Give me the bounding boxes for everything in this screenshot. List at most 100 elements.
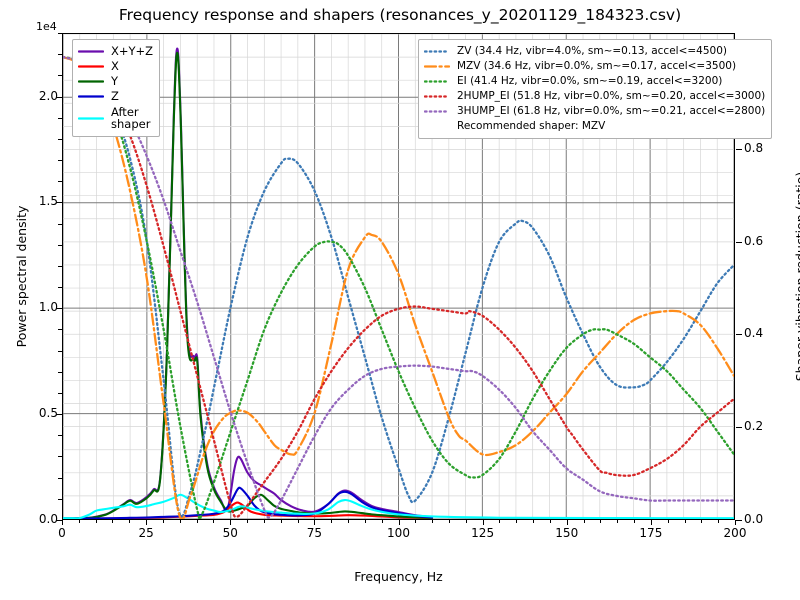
x-minor-tick-mark bbox=[533, 520, 535, 523]
y-minor-tick-mark-left bbox=[58, 75, 62, 77]
page-title: Frequency response and shapers (resonanc… bbox=[118, 6, 682, 24]
legend-swatch-line-icon bbox=[78, 76, 104, 87]
y-minor-tick-mark-left bbox=[58, 265, 62, 267]
legend-item-ei: EI (41.4 Hz, vibr=0.0%, sm~=0.19, accel<… bbox=[424, 74, 765, 89]
legend-item-z: Z bbox=[78, 89, 153, 104]
y-minor-tick-mark-left bbox=[58, 456, 62, 458]
x-minor-tick-mark bbox=[280, 520, 282, 523]
series-ei bbox=[63, 55, 734, 519]
x-tick-mark bbox=[650, 520, 652, 525]
x-minor-tick-mark bbox=[667, 520, 669, 523]
y-minor-tick-mark-left bbox=[58, 287, 62, 289]
x-tick-mark bbox=[314, 520, 316, 525]
y-tick-left-2: 1.0 bbox=[38, 300, 58, 315]
y-minor-tick-mark-left bbox=[58, 498, 62, 500]
y-axis-left-label: Power spectral density bbox=[14, 205, 29, 348]
y-tick-left-0: 0.0 bbox=[38, 512, 58, 526]
x-minor-tick-mark bbox=[348, 520, 350, 523]
legend-swatch-line-icon bbox=[424, 91, 450, 102]
y-tick-mark-right bbox=[736, 520, 742, 521]
x-tick-mark bbox=[482, 520, 484, 525]
y-tick-mark-right bbox=[736, 334, 742, 336]
x-tick-mark bbox=[398, 520, 400, 525]
x-tick-mark bbox=[230, 520, 232, 525]
legend-label: MZV (34.6 Hz, vibr=0.0%, sm~=0.17, accel… bbox=[457, 60, 737, 73]
y-tick-right-4: 0.8 bbox=[744, 140, 764, 155]
series-3hump-ei bbox=[63, 55, 734, 519]
x-minor-tick-mark bbox=[196, 520, 198, 523]
legend-swatch-line-icon bbox=[424, 76, 450, 87]
x-tick-5: 125 bbox=[471, 526, 495, 540]
x-tick-4: 100 bbox=[387, 526, 410, 540]
y-tick-mark-left bbox=[56, 96, 62, 98]
legend-swatch-line-icon bbox=[424, 61, 450, 72]
y-minor-tick-mark-left bbox=[58, 371, 62, 373]
x-minor-tick-mark bbox=[432, 520, 434, 523]
x-minor-tick-mark bbox=[448, 520, 450, 523]
legend-item-y: Y bbox=[78, 74, 153, 89]
x-tick-6: 150 bbox=[555, 526, 579, 540]
y-tick-left-4: 2.0 bbox=[38, 88, 58, 103]
y-axis-right-label: Shaper vibration reduction (ratio) bbox=[793, 171, 800, 382]
x-tick-8: 200 bbox=[723, 526, 747, 540]
x-tick-2: 50 bbox=[222, 526, 238, 540]
legend-item-3hump-ei: 3HUMP_EI (61.8 Hz, vibr=0.0%, sm~=0.21, … bbox=[424, 104, 765, 119]
legend-label: Y bbox=[111, 73, 119, 88]
x-tick-0: 0 bbox=[58, 526, 66, 540]
x-axis-label: Frequency, Hz bbox=[354, 569, 443, 584]
y-minor-tick-mark-left bbox=[58, 33, 62, 34]
y-minor-tick-mark-left bbox=[58, 244, 62, 246]
x-minor-tick-mark bbox=[263, 520, 265, 523]
x-tick-mark bbox=[62, 520, 63, 525]
legend-swatch-line-icon bbox=[78, 91, 104, 102]
series-y bbox=[63, 51, 434, 519]
y-minor-tick-mark-left bbox=[58, 223, 62, 225]
series-2hump-ei bbox=[63, 55, 734, 518]
recommended-shaper-note: Recommended shaper: MZV bbox=[457, 120, 606, 132]
x-minor-tick-mark bbox=[415, 520, 417, 523]
legend-label: Z bbox=[111, 88, 119, 103]
legend-swatch-line-icon bbox=[78, 46, 104, 57]
y-minor-tick-mark-left bbox=[58, 160, 62, 162]
legend-label: 3HUMP_EI (61.8 Hz, vibr=0.0%, sm~=0.21, … bbox=[457, 105, 766, 118]
x-minor-tick-mark bbox=[95, 520, 97, 523]
x-minor-tick-mark bbox=[297, 520, 299, 523]
y-minor-tick-mark-left bbox=[58, 117, 62, 119]
series-z bbox=[63, 486, 434, 519]
legend-psd: X+Y+Z X Y Z After shaper bbox=[72, 39, 161, 137]
legend-swatch-line-icon bbox=[424, 46, 450, 57]
y-minor-tick-mark-left bbox=[58, 54, 62, 56]
legend-label: X+Y+Z bbox=[111, 43, 154, 58]
x-minor-tick-mark bbox=[364, 520, 366, 523]
x-tick-7: 175 bbox=[639, 526, 663, 540]
legend-item-2hump-ei: 2HUMP_EI (51.8 Hz, vibr=0.0%, sm~=0.20, … bbox=[424, 89, 765, 104]
x-tick-mark bbox=[566, 520, 568, 525]
legend-swatch-line-icon bbox=[424, 106, 450, 117]
y-tick-mark-left bbox=[56, 202, 62, 204]
legend-label: After shaper bbox=[111, 104, 151, 131]
legend-swatch-line-icon bbox=[78, 113, 104, 124]
x-minor-tick-mark bbox=[179, 520, 181, 523]
x-minor-tick-mark bbox=[549, 520, 551, 523]
x-minor-tick-mark bbox=[78, 520, 80, 523]
x-tick-1: 25 bbox=[138, 526, 154, 540]
y-tick-left-3: 1.5 bbox=[38, 194, 58, 209]
y-tick-mark-right bbox=[736, 241, 742, 243]
data-curves bbox=[63, 47, 734, 519]
series-after-shaper bbox=[63, 493, 734, 519]
x-minor-tick-mark bbox=[718, 520, 720, 523]
x-tick-3: 75 bbox=[306, 526, 323, 540]
y-minor-tick-mark-left bbox=[58, 350, 62, 352]
y-minor-tick-mark-left bbox=[58, 138, 62, 140]
x-tick-mark bbox=[735, 520, 736, 525]
legend-item-x-y-z: X+Y+Z bbox=[78, 44, 153, 59]
x-minor-tick-mark bbox=[331, 520, 333, 523]
series-mzv bbox=[63, 55, 734, 519]
x-minor-tick-mark bbox=[701, 520, 703, 523]
legend-shapers: ZV (34.4 Hz, vibr=4.0%, sm~=0.13, accel<… bbox=[418, 39, 773, 139]
y-minor-tick-mark-left bbox=[58, 329, 62, 331]
y-tick-right-3: 0.6 bbox=[744, 233, 764, 248]
y-tick-mark-left bbox=[56, 308, 62, 310]
x-minor-tick-mark bbox=[583, 520, 585, 523]
